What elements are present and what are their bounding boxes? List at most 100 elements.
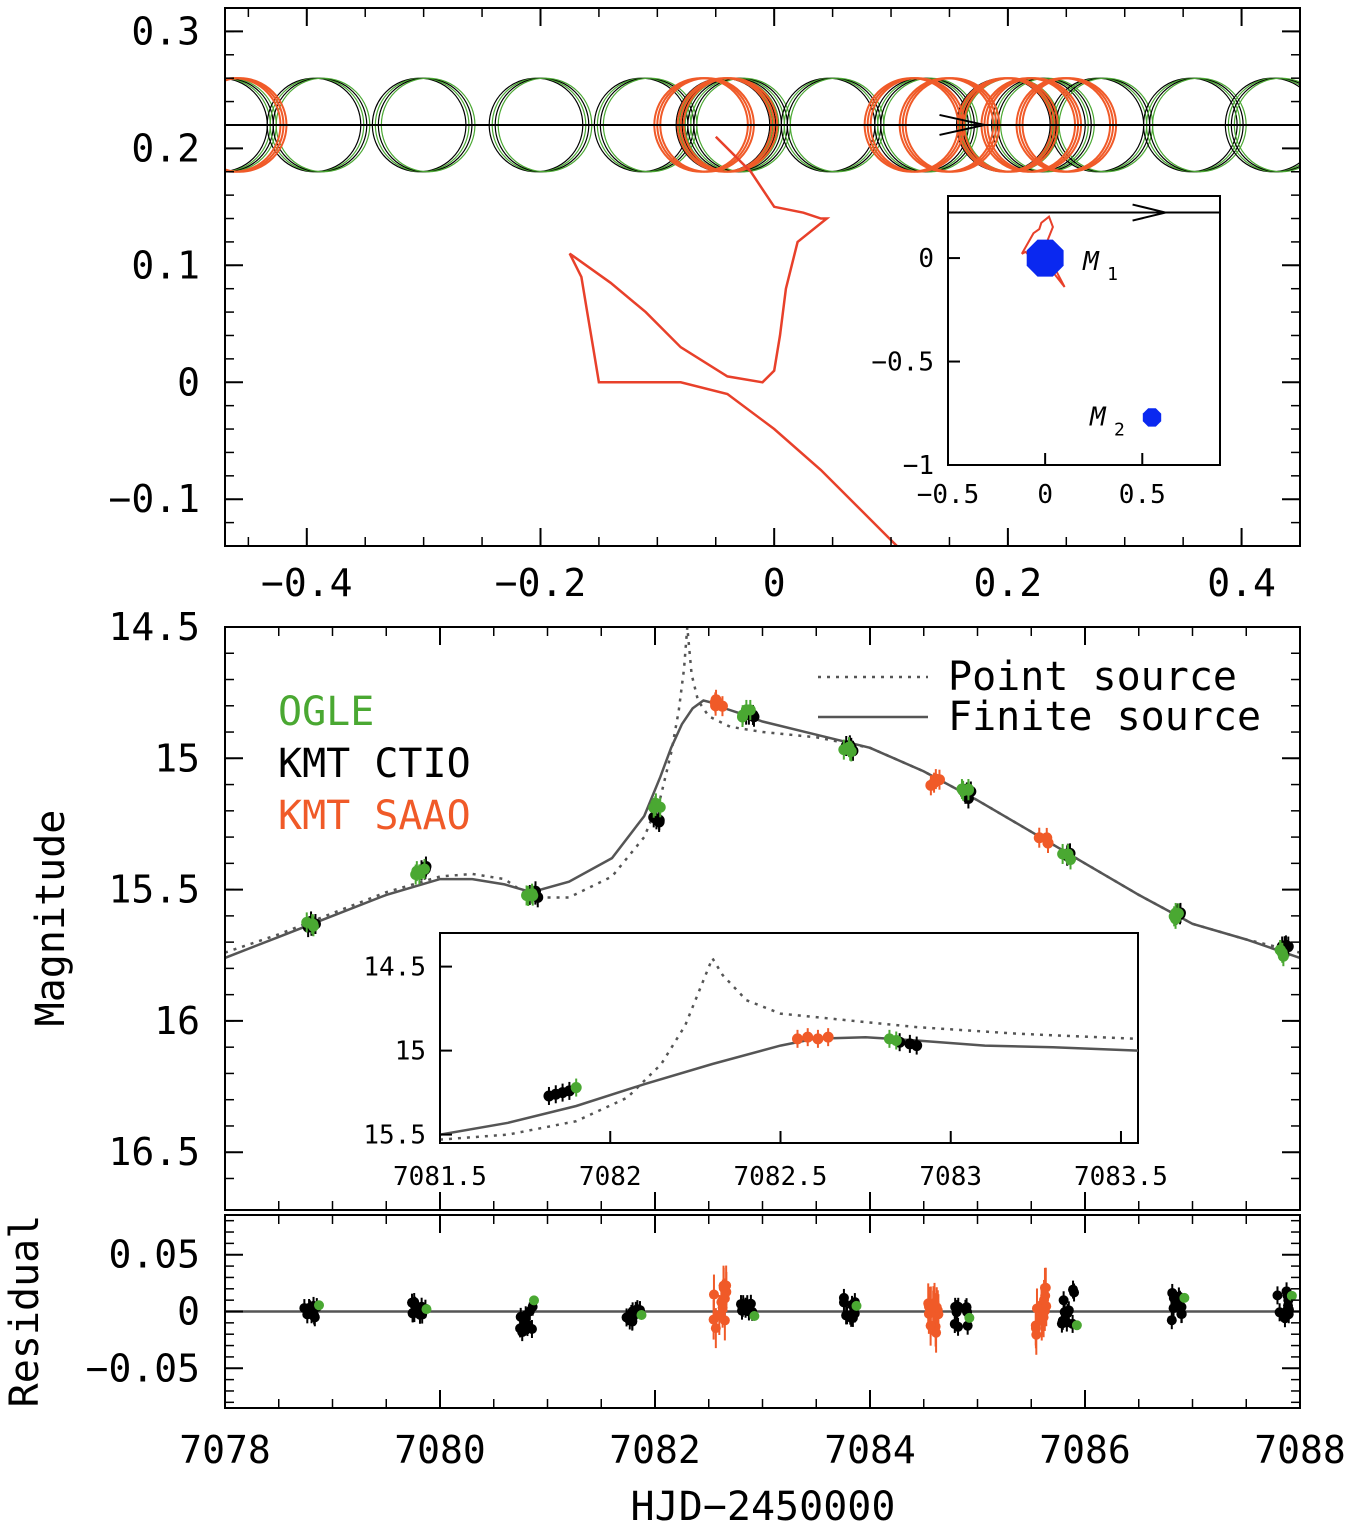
inset-data-point: [802, 1031, 814, 1043]
residual-point: [523, 1319, 534, 1330]
lc-inset-y-tick-label: 14.5: [363, 953, 426, 983]
data-point: [1057, 848, 1069, 860]
mass-label: M: [1082, 247, 1100, 277]
data-point: [1276, 947, 1288, 959]
inset-frame: [947, 195, 1221, 466]
data-point: [1168, 910, 1180, 922]
trajectory-panel: −0.4 −0.2 0 0.2 0.4−0.100.10.20.3 M 1M 2−0.5 0 0…: [108, 7, 1301, 605]
residual-point-ogle: [314, 1300, 324, 1311]
mass-label-subscript: 1: [1107, 264, 1118, 285]
legend-label: OGLE: [278, 689, 374, 735]
y-tick-label: 16.5: [108, 1130, 200, 1174]
inset-data-point: [911, 1040, 923, 1052]
data-point: [838, 744, 850, 756]
inset-data-point: [570, 1082, 582, 1094]
residual-point: [717, 1298, 728, 1309]
residual-point: [961, 1302, 972, 1313]
mass-marker: [1142, 408, 1162, 427]
inset-x-tick-label: 0: [1037, 480, 1053, 510]
y-tick-label: 16: [154, 999, 200, 1043]
x-tick-label: 7084: [824, 1428, 916, 1472]
x-tick-label: 7080: [394, 1428, 486, 1472]
residual-point-ogle: [636, 1309, 647, 1320]
trajectory-marks: [225, 77, 1300, 546]
residual-point: [520, 1310, 531, 1321]
x-tick-label: 7078: [179, 1428, 271, 1472]
y-tick-label: −0.05: [86, 1346, 200, 1390]
mass-marker: [1026, 239, 1064, 277]
lc-inset-marks: [440, 955, 1138, 1141]
y-tick-label: 0.05: [108, 1233, 200, 1277]
y-tick-label: 0.2: [131, 126, 200, 170]
inset-data-point: [792, 1033, 804, 1045]
residual-point-ogle: [529, 1295, 539, 1306]
residual-point: [1037, 1310, 1048, 1321]
residual-point: [1062, 1308, 1073, 1319]
inset-data-point: [890, 1035, 902, 1047]
y-tick-label: 0.3: [131, 9, 200, 53]
data-point: [957, 785, 969, 797]
residual-point: [1279, 1313, 1290, 1324]
data-point: [710, 694, 722, 706]
residual-point-ogle: [1286, 1290, 1297, 1301]
x-tick-label: 0: [763, 561, 786, 605]
y-tick-label: 0.1: [131, 243, 200, 287]
y-tick-label: 0: [177, 360, 200, 404]
y-tick-label: 0: [177, 1290, 200, 1334]
x-tick-label: 7088: [1254, 1428, 1346, 1472]
residual-point: [1030, 1323, 1041, 1334]
x-tick-label: 7086: [1039, 1428, 1131, 1472]
magnitude-axis-label: Magnitude: [28, 810, 74, 1027]
x-tick-label: 0.2: [974, 561, 1043, 605]
inset-arrow: [1132, 203, 1166, 222]
residual-ticks: 7078 7080 7082 7084 7086 7088 −0.05 0 0.05: [86, 1215, 1346, 1472]
residual-point: [708, 1314, 719, 1325]
residual-point: [735, 1299, 746, 1310]
residual-point: [515, 1323, 526, 1334]
lc-inset-frame: [439, 932, 1139, 1144]
residual-point: [719, 1315, 730, 1326]
residual-point-ogle: [749, 1311, 760, 1322]
residual-point-ogle: [1071, 1320, 1082, 1331]
inset-data-point: [822, 1031, 834, 1043]
caustic-curve: [568, 135, 899, 546]
y-tick-label: −0.1: [108, 477, 200, 521]
lc-inset-x-tick-label: 7083.5: [1074, 1162, 1168, 1192]
inset-data-point: [812, 1033, 824, 1045]
data-point: [1065, 853, 1077, 865]
data-point: [307, 918, 319, 930]
inset-y-tick-label: −1: [903, 451, 934, 481]
residual-point-ogle: [851, 1300, 862, 1311]
y-tick-label: 14.5: [108, 605, 200, 649]
lens-inset: M 1M 2−0.5 0 0.5−1−0.50: [871, 195, 1221, 510]
inset-y-tick-label: 0: [918, 244, 934, 274]
inset-x-tick-label: 0.5: [1119, 480, 1166, 510]
residual-point: [409, 1300, 420, 1311]
residual-point-ogle: [964, 1312, 975, 1323]
inset-x-tick-label: −0.5: [917, 480, 980, 510]
mass-label: M: [1089, 402, 1107, 432]
residual-marks: [225, 1265, 1300, 1355]
residual-point: [838, 1297, 849, 1308]
residual-panel: 7078 7080 7082 7084 7086 7088 −0.05 0 0.05 Resid…: [2, 1214, 1346, 1530]
y-tick-label: 15.5: [108, 868, 200, 912]
trajectory-arrow: [939, 113, 985, 136]
residual-point: [1056, 1318, 1067, 1329]
lightcurve-ticks: 14.5 15 15.5 16 16.5: [108, 605, 1301, 1210]
x-tick-label: 0.4: [1207, 561, 1276, 605]
residual-point: [1168, 1303, 1179, 1314]
trajectory-panel-frame: [224, 7, 1301, 547]
x-tick-label: −0.4: [261, 561, 353, 605]
residual-point: [1283, 1300, 1294, 1311]
lightcurve-inset: 7081.5 7082 7082.5 7083 7083.5 14.5 15 15.5: [363, 932, 1168, 1192]
residual-point: [1272, 1290, 1283, 1301]
lightcurve-panel: 14.5 15 15.5 16 16.5 OGLE KMT CTIO KMT SAAO Poi…: [28, 605, 1301, 1211]
lightcurve-marks: [225, 627, 1300, 967]
data-point: [526, 888, 538, 900]
lc-inset-x-tick-label: 7082: [579, 1162, 642, 1192]
residual-point: [1166, 1315, 1177, 1326]
lc-inset-x-tick-label: 7081.5: [393, 1162, 487, 1192]
mass-label-subscript: 2: [1114, 419, 1125, 440]
y-tick-label: 15: [154, 736, 200, 780]
